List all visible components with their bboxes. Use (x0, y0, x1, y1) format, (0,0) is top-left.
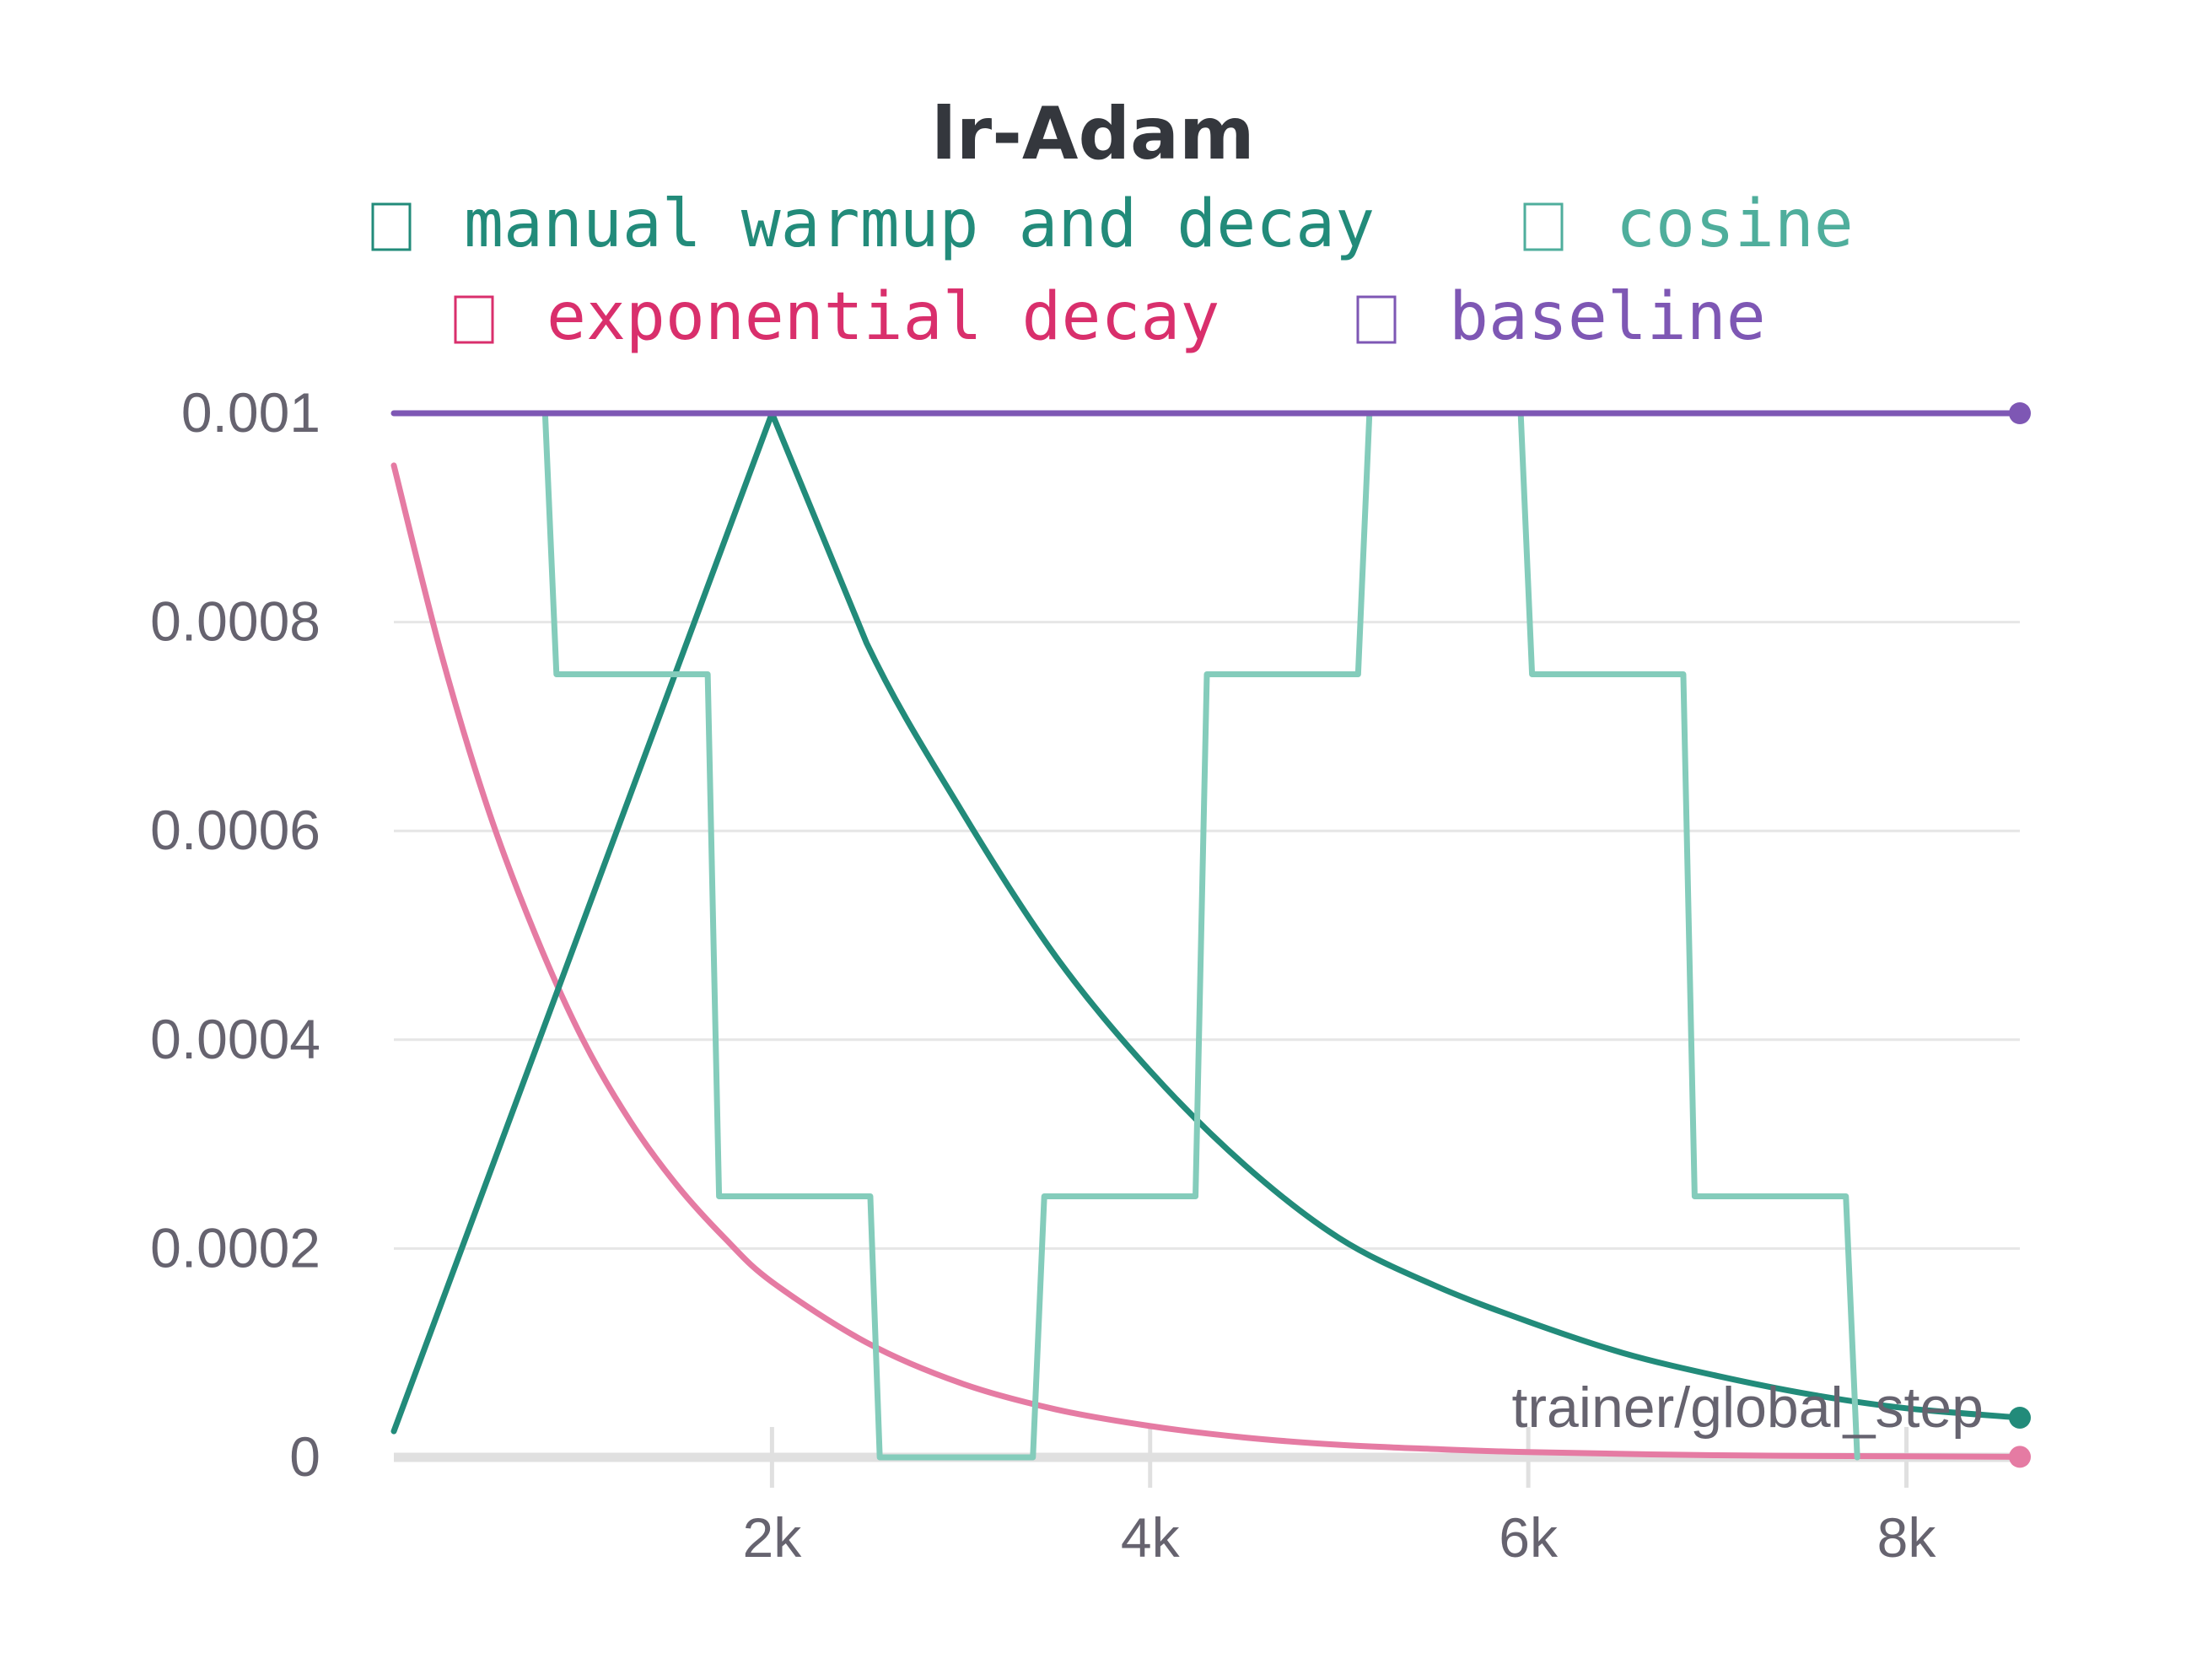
series-line-exponential-decay (390, 462, 2023, 1460)
y-tick-label: 0.0008 (150, 590, 320, 653)
y-tick-label: 0.0004 (150, 1008, 320, 1070)
legend: manual warmup and decay cosine exponential… (371, 186, 1854, 355)
x-axis-label: trainer/global_step (1512, 1376, 1984, 1440)
series-line-cosine (541, 410, 1860, 1461)
series-line-manual-warmup-and-decay (390, 410, 2023, 1435)
chart-title: lr-Adam (931, 92, 1254, 176)
y-tick-label: 0 (289, 1425, 320, 1488)
x-tick-label: 4k (1121, 1506, 1181, 1569)
legend-item-manual-warmup-and-decay[interactable]: manual warmup and decay (371, 186, 1375, 262)
grid-lines (394, 412, 2020, 1250)
x-tick-label: 6k (1499, 1506, 1559, 1569)
plot-series (390, 402, 2031, 1468)
legend-item-baseline[interactable]: baseline (1356, 279, 1766, 355)
legend-item-exponential-decay[interactable]: exponential decay (454, 279, 1220, 355)
y-axis: 0 0.0002 0.0004 0.0006 0.0008 0.001 (150, 381, 320, 1488)
y-tick-label: 0.0002 (150, 1216, 320, 1279)
legend-label: baseline (1449, 279, 1766, 355)
x-tick-label: 8k (1877, 1506, 1937, 1569)
end-marker-exponential-decay (2009, 1446, 2031, 1468)
legend-swatch (1356, 295, 1397, 344)
y-tick-label: 0.001 (181, 381, 320, 444)
x-axis: 2k 4k 6k 8k (394, 1427, 2020, 1569)
y-tick-label: 0.0006 (150, 799, 320, 861)
end-marker-manual-warmup-and-decay (2009, 1406, 2031, 1429)
legend-item-cosine[interactable]: cosine (1523, 186, 1854, 262)
legend-label: manual warmup and decay (464, 186, 1375, 262)
legend-swatch (454, 295, 494, 344)
legend-swatch (371, 202, 412, 251)
legend-label: exponential decay (546, 279, 1220, 355)
legend-swatch (1523, 202, 1564, 251)
x-tick-label: 2k (743, 1506, 803, 1569)
end-marker-baseline (2009, 402, 2031, 424)
legend-label: cosine (1616, 186, 1854, 262)
